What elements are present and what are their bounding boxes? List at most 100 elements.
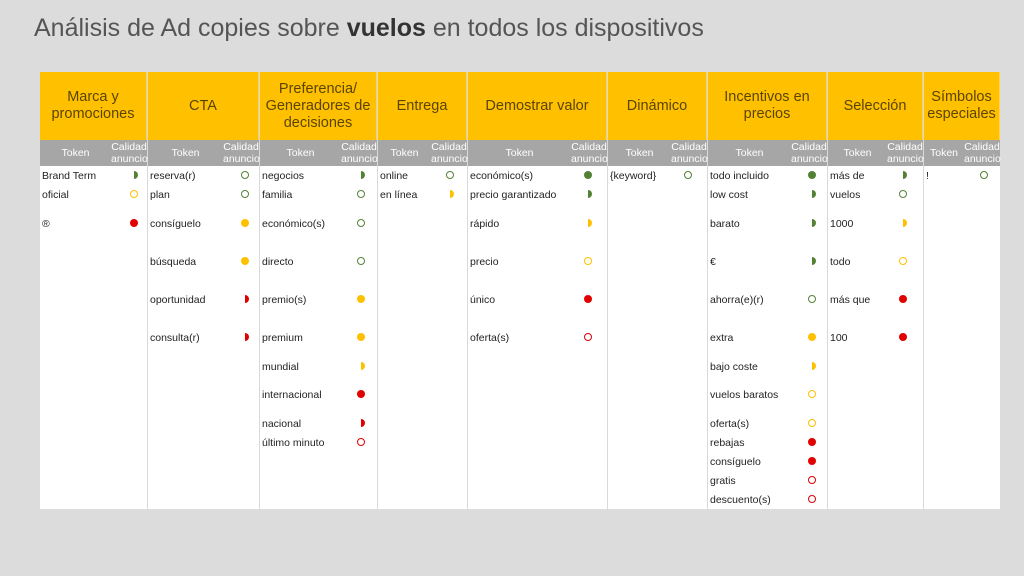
quality-label: Calidad anuncio <box>964 141 1001 165</box>
token-cell: mundial <box>262 361 299 373</box>
column-3: Entrega Token Calidad anuncio online en líne… <box>378 72 468 509</box>
token-cell: ! <box>926 170 929 182</box>
token-cell: premio(s) <box>262 294 307 306</box>
column-2: Preferencia/ Generadores de decisiones To… <box>260 72 378 509</box>
token-label: Token <box>171 147 200 159</box>
quality-indicator-icon <box>446 171 454 179</box>
quality-indicator-icon <box>357 438 365 446</box>
column-subheader: Token Calidad anuncio <box>148 140 260 166</box>
token-cell: oferta(s) <box>470 332 510 344</box>
token-cell: todo incluido <box>710 170 769 182</box>
token-label: Token <box>929 147 959 159</box>
quality-label: Calidad anuncio <box>791 141 828 165</box>
token-label: Token <box>505 147 534 159</box>
quality-indicator-icon <box>241 333 249 341</box>
token-label: Token <box>286 147 315 159</box>
token-cell: único <box>470 294 496 306</box>
column-5: Dinámico Token Calidad anuncio {keyword} <box>608 72 708 509</box>
token-cell: € <box>710 256 716 268</box>
quality-indicator-icon <box>241 219 249 227</box>
quality-indicator-icon <box>980 171 988 179</box>
column-body: económico(s) precio garantizado rápido prec… <box>468 166 607 509</box>
column-body: más de vuelos 1000 todo más que 100 <box>828 166 923 509</box>
quality-label: Calidad anuncio <box>431 141 468 165</box>
quality-indicator-icon <box>241 257 249 265</box>
quality-indicator-icon <box>808 333 816 341</box>
token-cell: rebajas <box>710 437 745 449</box>
column-body: Brand Term oficial ® <box>40 166 147 509</box>
ad-copy-table: Marca y promociones Token Calidad anuncio B… <box>40 72 1001 509</box>
token-cell: low cost <box>710 189 748 201</box>
token-label: Token <box>625 147 654 159</box>
column-body: reserva(r) plan consíguelo búsqueda oportuni… <box>148 166 259 509</box>
token-label: Token <box>61 147 90 159</box>
quality-indicator-icon <box>808 390 816 398</box>
token-cell: más de <box>830 170 865 182</box>
column-4: Demostrar valor Token Calidad anuncio econó… <box>468 72 608 509</box>
token-cell: económico(s) <box>470 170 534 182</box>
token-cell: negocios <box>262 170 305 182</box>
column-header: Marca y promociones <box>40 72 147 140</box>
token-cell: ® <box>42 218 50 230</box>
token-cell: oficial <box>42 189 69 201</box>
quality-indicator-icon <box>584 295 592 303</box>
column-header: CTA <box>148 72 259 140</box>
column-7: Selección Token Calidad anuncio más de vuelo… <box>828 72 924 509</box>
quality-indicator-icon <box>808 257 816 265</box>
quality-indicator-icon <box>241 171 249 179</box>
quality-indicator-icon <box>808 457 816 465</box>
quality-indicator-icon <box>584 257 592 265</box>
token-cell: precio <box>470 256 499 268</box>
token-cell: 100 <box>830 332 848 344</box>
quality-label: Calidad anuncio <box>671 141 708 165</box>
column-header: Símbolos especiales <box>924 72 1000 140</box>
token-cell: internacional <box>262 389 322 401</box>
column-6: Incentivos en precios Token Calidad anunci… <box>708 72 828 509</box>
column-header: Dinámico <box>608 72 707 140</box>
column-body: online en línea <box>378 166 467 509</box>
column-subheader: Token Calidad anuncio <box>924 140 1001 166</box>
column-header: Entrega <box>378 72 467 140</box>
token-cell: más que <box>830 294 871 306</box>
token-cell: plan <box>150 189 170 201</box>
quality-indicator-icon <box>808 419 816 427</box>
quality-indicator-icon <box>808 219 816 227</box>
quality-indicator-icon <box>808 476 816 484</box>
quality-indicator-icon <box>357 419 365 427</box>
token-cell: consíguelo <box>710 456 761 468</box>
token-label: Token <box>843 147 872 159</box>
quality-indicator-icon <box>584 333 592 341</box>
quality-indicator-icon <box>808 295 816 303</box>
column-header: Selección <box>828 72 923 140</box>
token-cell: nacional <box>262 418 302 430</box>
token-cell: último minuto <box>262 437 325 449</box>
token-cell: descuento(s) <box>710 494 771 506</box>
quality-indicator-icon <box>899 190 907 198</box>
token-cell: familia <box>262 189 293 201</box>
column-subheader: Token Calidad anuncio <box>260 140 378 166</box>
token-cell: extra <box>710 332 734 344</box>
token-cell: consulta(r) <box>150 332 200 344</box>
quality-indicator-icon <box>130 219 138 227</box>
token-cell: Brand Term <box>42 170 97 182</box>
column-body: ! <box>924 166 1000 509</box>
quality-indicator-icon <box>808 362 816 370</box>
token-cell: vuelos <box>830 189 861 201</box>
quality-label: Calidad anuncio <box>341 141 378 165</box>
quality-indicator-icon <box>808 495 816 503</box>
token-cell: búsqueda <box>150 256 197 268</box>
column-header: Demostrar valor <box>468 72 607 140</box>
quality-label: Calidad anuncio <box>571 141 608 165</box>
quality-label: Calidad anuncio <box>111 141 148 165</box>
token-cell: ahorra(e)(r) <box>710 294 764 306</box>
quality-indicator-icon <box>584 190 592 198</box>
token-cell: todo <box>830 256 851 268</box>
column-subheader: Token Calidad anuncio <box>468 140 608 166</box>
token-label: Token <box>735 147 764 159</box>
quality-indicator-icon <box>684 171 692 179</box>
quality-indicator-icon <box>899 333 907 341</box>
page-title: Análisis de Ad copies sobre vuelos en to… <box>34 14 704 42</box>
token-cell: reserva(r) <box>150 170 196 182</box>
token-cell: oportunidad <box>150 294 206 306</box>
quality-indicator-icon <box>357 390 365 398</box>
